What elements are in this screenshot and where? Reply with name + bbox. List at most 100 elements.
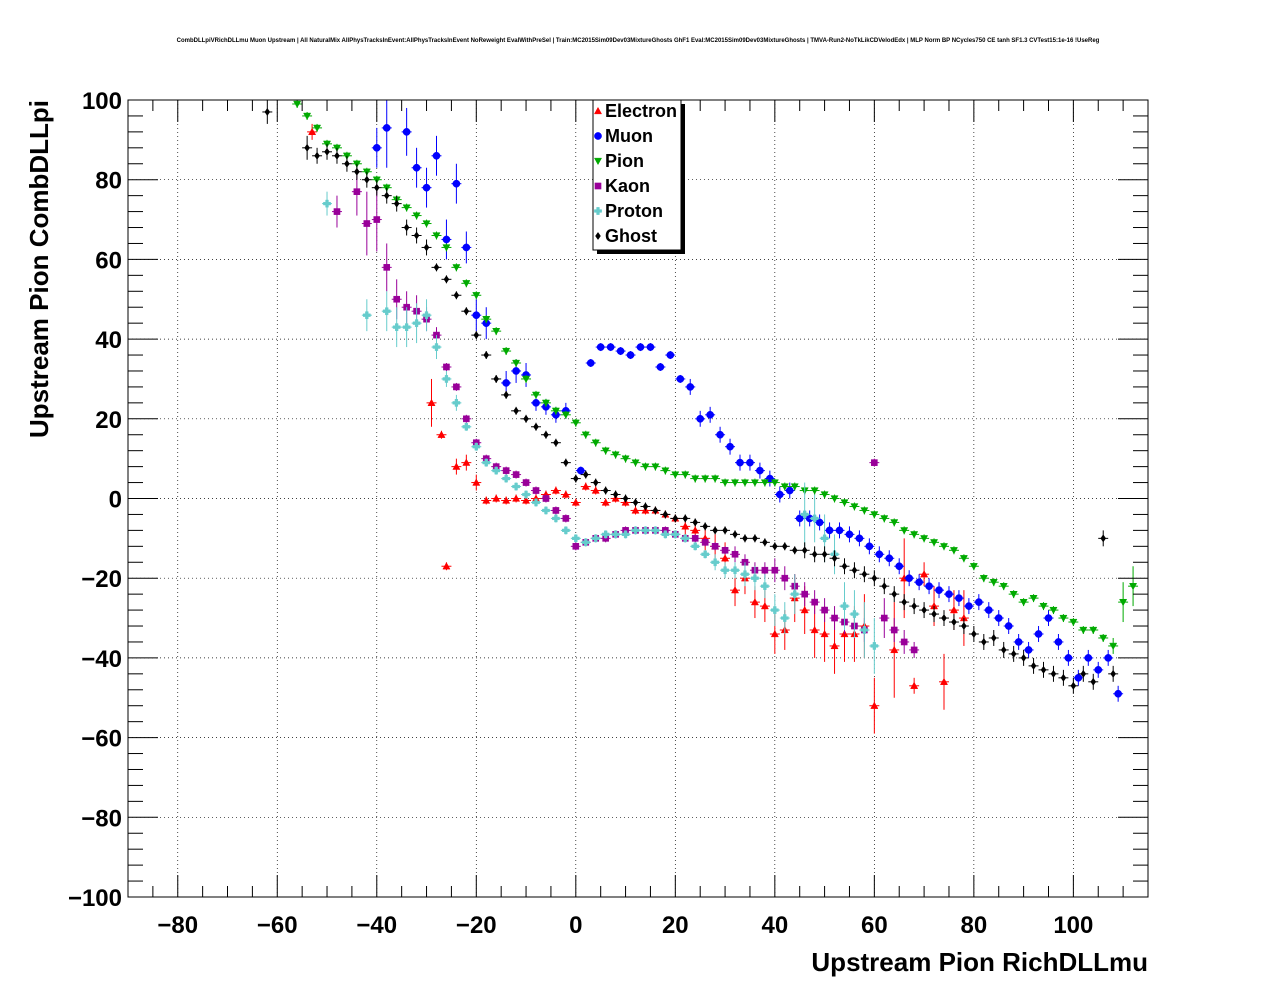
data-point <box>801 546 808 555</box>
data-point <box>581 431 590 439</box>
data-point <box>775 490 784 499</box>
data-point <box>1004 622 1013 630</box>
data-point <box>641 463 650 471</box>
data-point <box>736 458 744 467</box>
data-point <box>601 447 610 455</box>
data-point <box>571 534 580 543</box>
data-point <box>324 147 330 156</box>
data-point <box>974 598 983 606</box>
data-point <box>959 555 968 563</box>
data-point <box>871 459 878 466</box>
data-point <box>522 375 531 384</box>
data-point <box>800 605 809 614</box>
data-point <box>801 590 808 598</box>
data-point <box>442 562 451 570</box>
y-tick-label: 40 <box>95 327 122 354</box>
data-point <box>781 574 789 582</box>
legend-box <box>592 99 682 251</box>
data-point <box>820 629 829 638</box>
data-point <box>442 244 451 252</box>
legend-label-pion: Pion <box>605 151 644 171</box>
data-point <box>363 220 371 227</box>
legend-marker <box>593 157 603 166</box>
data-point <box>671 530 680 539</box>
data-point <box>762 538 768 547</box>
data-point <box>880 614 888 622</box>
data-point <box>572 474 579 483</box>
data-point <box>855 534 864 543</box>
legend-label-kaon: Kaon <box>605 176 650 196</box>
data-point <box>652 506 659 515</box>
data-point <box>711 543 719 550</box>
data-point <box>443 275 450 284</box>
data-point <box>532 487 540 494</box>
data-point <box>662 510 669 519</box>
data-point <box>941 614 947 623</box>
data-point <box>362 311 371 320</box>
data-point <box>895 562 904 571</box>
data-point <box>264 107 271 116</box>
data-point <box>721 546 729 554</box>
data-point <box>601 498 610 506</box>
data-point <box>541 399 550 407</box>
data-point <box>513 406 519 415</box>
data-point <box>875 550 884 559</box>
data-point <box>393 199 400 208</box>
data-point <box>453 383 460 391</box>
data-point <box>711 558 719 567</box>
data-point <box>821 550 828 559</box>
data-point <box>752 534 758 543</box>
data-point <box>696 414 705 423</box>
data-point <box>443 363 450 371</box>
data-point <box>691 475 700 483</box>
data-point <box>706 410 714 419</box>
data-point <box>582 470 589 479</box>
data-point <box>512 367 520 375</box>
data-point <box>871 574 878 583</box>
data-point <box>462 422 471 431</box>
data-point <box>672 514 679 523</box>
data-point <box>552 514 560 523</box>
data-point <box>442 375 451 383</box>
data-point <box>1040 665 1047 674</box>
data-point <box>642 502 649 511</box>
data-point <box>1080 669 1087 678</box>
data-point <box>462 243 471 252</box>
data-point <box>492 494 501 502</box>
data-point <box>532 399 540 407</box>
data-point <box>412 212 421 220</box>
data-point <box>701 475 710 483</box>
data-point <box>835 526 844 535</box>
legend-marker <box>594 132 602 140</box>
data-point <box>422 220 431 228</box>
data-point <box>770 479 779 487</box>
data-point <box>483 351 490 360</box>
data-point <box>681 471 690 479</box>
data-point <box>800 510 809 519</box>
data-point <box>676 375 685 383</box>
data-point <box>761 566 769 574</box>
data-point <box>999 583 1008 591</box>
data-point <box>939 543 949 551</box>
data-point <box>860 507 869 515</box>
data-point <box>1079 626 1088 635</box>
data-point <box>382 124 391 132</box>
data-point <box>551 486 560 494</box>
legend: Electron Muon Pion Kaon Proton Ghost <box>592 99 685 254</box>
data-point <box>1109 642 1118 651</box>
data-point <box>631 526 640 535</box>
data-point <box>1029 594 1038 603</box>
data-point <box>984 606 993 614</box>
data-point <box>452 399 461 407</box>
data-point <box>692 518 699 527</box>
data-point <box>373 216 381 223</box>
data-point <box>402 204 411 212</box>
data-point <box>596 343 605 351</box>
data-point <box>825 526 834 535</box>
data-point <box>716 430 724 439</box>
data-point <box>364 175 370 184</box>
data-point <box>780 614 789 622</box>
data-point <box>951 617 957 627</box>
data-point <box>402 128 411 136</box>
data-point <box>432 151 441 160</box>
